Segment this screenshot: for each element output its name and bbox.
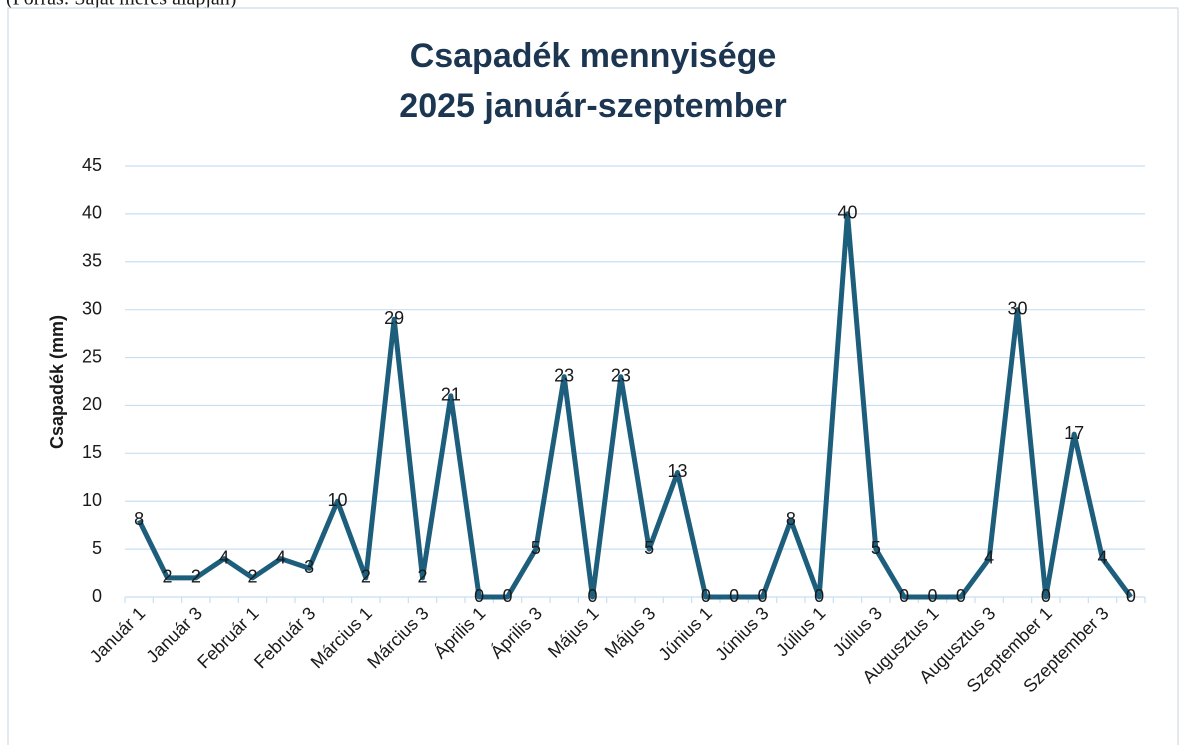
data-label: 23 <box>554 365 574 385</box>
line <box>136 211 1133 600</box>
y-tick-label: 45 <box>82 155 102 175</box>
y-tick-label: 25 <box>82 346 102 366</box>
data-label: 8 <box>134 509 144 529</box>
data-label: 29 <box>384 308 404 328</box>
data-label: 4 <box>984 547 994 567</box>
data-label: 0 <box>729 586 739 606</box>
data-label: 0 <box>1041 586 1051 606</box>
data-label: 2 <box>247 567 257 587</box>
data-label: 0 <box>814 586 824 606</box>
data-label: 17 <box>1064 423 1084 443</box>
data-label: 5 <box>644 538 654 558</box>
data-label: 10 <box>327 490 347 510</box>
data-label: 0 <box>701 586 711 606</box>
data-label: 0 <box>502 586 512 606</box>
y-tick-label: 10 <box>82 490 102 510</box>
data-label: 0 <box>899 586 909 606</box>
data-label: 5 <box>871 538 881 558</box>
data-label: 4 <box>219 547 229 567</box>
chart-frame <box>7 7 1179 745</box>
y-tick-label: 40 <box>82 203 102 223</box>
y-axis-label: Csapadék (mm) <box>47 315 67 449</box>
data-label: 23 <box>611 365 631 385</box>
y-tick-label: 30 <box>82 298 102 318</box>
data-label: 0 <box>956 586 966 606</box>
chart-title: Csapadék mennyisége <box>410 37 777 75</box>
data-label: 0 <box>1126 586 1136 606</box>
data-label: 2 <box>361 567 371 587</box>
data-label: 2 <box>191 567 201 587</box>
data-label: 0 <box>587 586 597 606</box>
data-label: 0 <box>927 586 937 606</box>
data-label: 8 <box>786 509 796 529</box>
data-label: 21 <box>441 385 461 405</box>
data-label: 4 <box>1097 547 1107 567</box>
data-label: 13 <box>667 461 687 481</box>
data-label: 40 <box>837 203 857 223</box>
y-tick-label: 0 <box>92 586 102 606</box>
data-label: 4 <box>276 547 286 567</box>
source-note: (Forrás: Saját mérés alapján) <box>6 0 236 10</box>
data-label: 30 <box>1007 298 1027 318</box>
y-tick-label: 15 <box>82 442 102 462</box>
data-label: 2 <box>417 567 427 587</box>
data-label: 2 <box>162 567 172 587</box>
y-tick-label: 5 <box>92 538 102 558</box>
y-tick-label: 20 <box>82 394 102 414</box>
data-label: 0 <box>757 586 767 606</box>
data-label: 5 <box>531 538 541 558</box>
data-label: 3 <box>304 557 314 577</box>
chart-title: 2025 január-szeptember <box>399 87 786 125</box>
data-label: 0 <box>474 586 484 606</box>
y-tick-label: 35 <box>82 251 102 271</box>
